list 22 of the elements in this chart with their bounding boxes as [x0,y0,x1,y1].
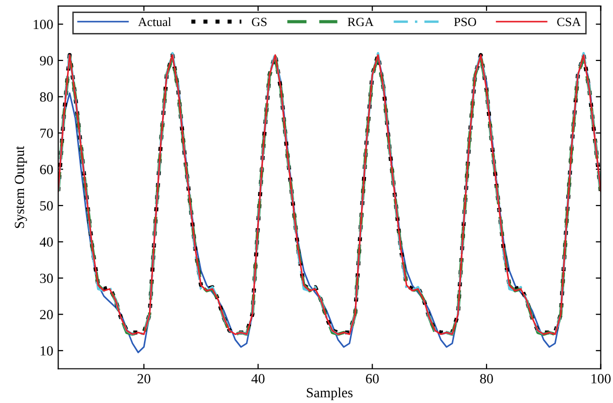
x-tick-label: 60 [366,374,379,384]
y-tick-label: 90 [40,56,53,66]
x-axis-title: Samples [306,388,353,400]
y-axis-title: System Output [14,146,27,228]
y-tick-label: 10 [40,346,53,356]
x-tick-label: 80 [480,374,493,384]
legend-label: PSO [454,18,476,26]
y-tick-label: 60 [40,164,53,174]
legend-label: Actual [138,17,172,26]
x-tick-label: 40 [251,374,265,384]
y-tick-label: 20 [40,310,53,320]
y-tick-label: 100 [34,20,53,30]
y-tick-label: 70 [40,128,53,138]
x-tick-label: 20 [138,374,150,384]
legend-label: GS [252,18,267,26]
y-tick-label: 50 [40,201,53,210]
legend-label: RGA [348,18,374,26]
x-tick-label: 100 [592,374,611,384]
y-tick-label: 30 [40,274,53,284]
legend-label: CSA [557,18,581,26]
y-tick-label: 80 [40,92,53,102]
y-tick-label: 40 [40,237,53,247]
